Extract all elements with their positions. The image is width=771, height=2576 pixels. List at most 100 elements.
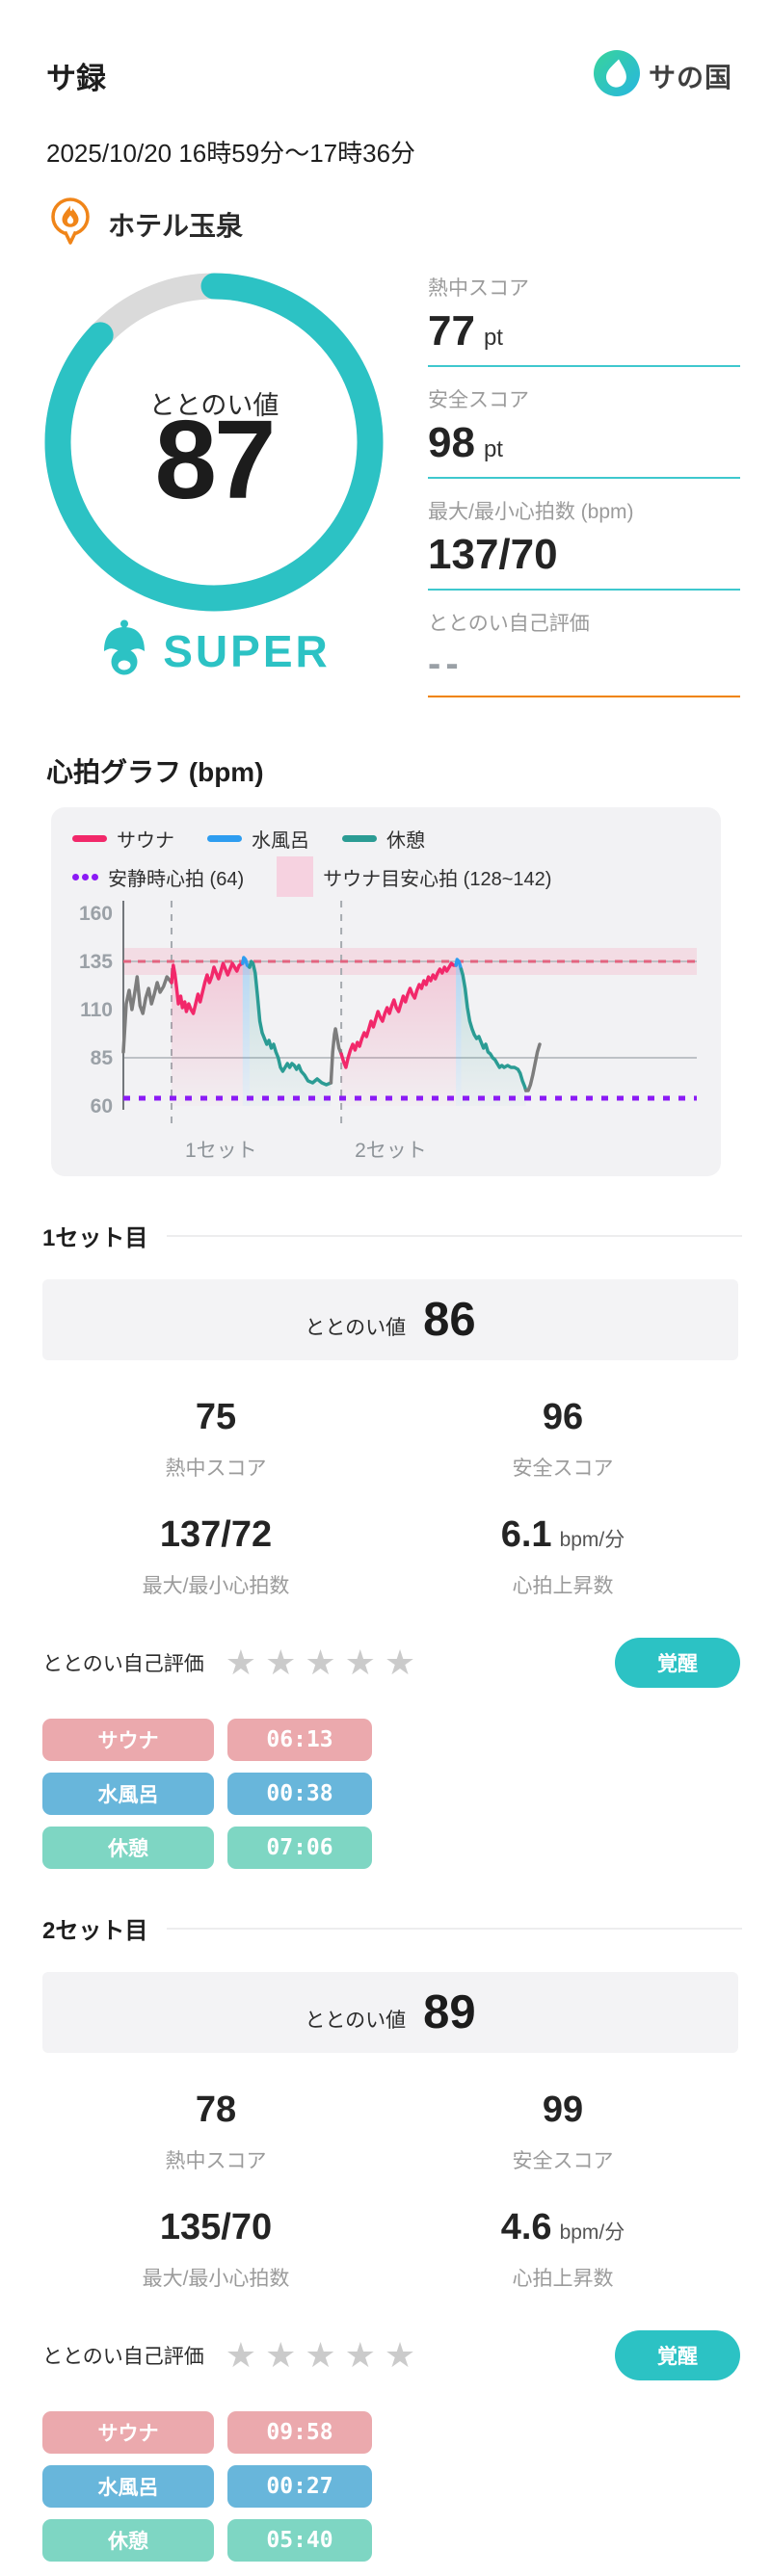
summary-section: ととのい値 87 SUPER <box>0 273 771 715</box>
heart-rate-chart-card: サウナ 水風呂 休憩 安静時心拍 (64) サウナ目安心拍 (128~142) … <box>51 807 721 1176</box>
sauna-label-pill: サウナ <box>42 2411 214 2454</box>
sauna-label-pill: サウナ <box>42 1719 214 1761</box>
set-totonoi-value: 86 <box>423 1294 476 1346</box>
legend-target-hr: サウナ目安心拍 (128~142) <box>277 856 551 897</box>
duration-row-rest: 休憩 05:40 <box>42 2519 771 2562</box>
rating-label: ととのい自己評価 <box>42 2346 204 2368</box>
heart-rate-plot: 160 135 110 85 60 1セット 2セット <box>79 901 697 1162</box>
mizuburo-time-pill: 00:27 <box>227 2465 372 2508</box>
stat-label: ととのい自己評価 <box>428 613 590 635</box>
totonoi-ring: ととのい値 87 <box>44 273 384 612</box>
set-stat-hr-rise: 6.1 bpm/分 心拍上昇数 <box>500 1514 625 1597</box>
set-section-1: 1セット目 ととのい値 86 75 熱中スコア 96 安全スコア 137/72 … <box>0 1219 771 1869</box>
sauna-time-pill: 06:13 <box>227 1719 372 1761</box>
mizuburo-label-pill: 水風呂 <box>42 1773 214 1815</box>
set-totonoi-value: 89 <box>423 1986 476 2038</box>
set-durations: サウナ 09:58 水風呂 00:27 休憩 05:40 <box>42 2411 771 2562</box>
location-pin-flame-icon <box>46 195 94 253</box>
rating-label: ととのい自己評価 <box>42 1653 204 1675</box>
sauna-line-swatch <box>72 835 107 842</box>
rest-label-pill: 休憩 <box>42 1827 214 1869</box>
set-totonoi-label: ととのい値 <box>305 2010 407 2032</box>
rest-time-pill: 05:40 <box>227 2519 372 2562</box>
stat-underline <box>428 477 740 479</box>
star-rating[interactable]: ★★★★★ <box>225 1643 425 1682</box>
duration-row-sauna: サウナ 09:58 <box>42 2411 771 2454</box>
stat-safety-score: 安全スコア 98 pt <box>428 384 740 479</box>
stat-label: 熱中スコア <box>428 277 529 300</box>
purple-dots-swatch <box>72 873 98 881</box>
location-row[interactable]: ホテル玉泉 <box>46 195 725 253</box>
stat-value: 137/70 <box>428 531 558 578</box>
set-stats-grid: 75 熱中スコア 96 安全スコア 137/72 最大/最小心拍数 6.1 bpm… <box>42 1364 736 1599</box>
rank-row: SUPER <box>44 619 384 682</box>
rest-line-swatch <box>342 835 377 842</box>
svg-text:60: 60 <box>91 1095 113 1117</box>
mizuburo-line-swatch <box>207 835 242 842</box>
totonoi-label: ととのい値 <box>148 391 279 420</box>
rest-label-pill: 休憩 <box>42 2519 214 2562</box>
stat-label: 最大/最小心拍数 (bpm) <box>428 501 634 523</box>
legend-rest: 休憩 <box>342 825 425 853</box>
mizuburo-label-pill: 水風呂 <box>42 2465 214 2508</box>
sauna-time-pill: 09:58 <box>227 2411 372 2454</box>
rank-label: SUPER <box>163 625 331 676</box>
svg-text:135: 135 <box>79 951 113 973</box>
session-datetime: 2025/10/20 16時59分〜17時36分 <box>46 139 416 168</box>
divider <box>167 1234 742 1237</box>
pink-band-swatch <box>277 856 314 897</box>
stat-max-min-hr: 最大/最小心拍数 (bpm) 137/70 <box>428 496 740 591</box>
divider <box>167 1927 742 1930</box>
totonoi-ring-progress <box>44 273 384 612</box>
set-stat-hr-rise: 4.6 bpm/分 心拍上昇数 <box>500 2207 625 2290</box>
set-stat-safety: 96 安全スコア <box>512 1397 614 1480</box>
stat-self-rating: ととのい自己評価 -- <box>428 608 740 697</box>
set-stat-safety: 99 安全スコア <box>512 2090 614 2172</box>
stat-heat-score: 熱中スコア 77 pt <box>428 273 740 367</box>
set-stat-hr: 135/70 最大/最小心拍数 <box>142 2207 290 2290</box>
svg-text:1セット: 1セット <box>185 1140 257 1162</box>
chart-heading: 心拍グラフ (bpm) <box>46 757 264 787</box>
awakening-state-button[interactable]: 覚醒 <box>615 1638 740 1688</box>
set-stat-heat: 78 熱中スコア <box>165 2090 267 2172</box>
stat-unit: pt <box>483 325 503 351</box>
header: サ録 サの国 <box>0 0 771 101</box>
stat-underline <box>428 365 740 367</box>
mizuburo-time-pill: 00:38 <box>227 1773 372 1815</box>
duration-row-sauna: サウナ 06:13 <box>42 1719 771 1761</box>
page-title: サ録 <box>46 62 106 95</box>
duration-row-rest: 休憩 07:06 <box>42 1827 771 1869</box>
chart-legend: サウナ 水風呂 休憩 安静時心拍 (64) サウナ目安心拍 (128~142) <box>51 807 721 897</box>
stat-underline <box>428 696 740 697</box>
rest-time-pill: 07:06 <box>227 1827 372 1869</box>
set-title: 1セット目 <box>42 1225 148 1251</box>
legend-sauna: サウナ <box>72 825 174 853</box>
star-rating[interactable]: ★★★★★ <box>225 2335 425 2375</box>
set-stats-grid: 78 熱中スコア 99 安全スコア 135/70 最大/最小心拍数 4.6 bpm… <box>42 2057 736 2292</box>
awakening-state-button[interactable]: 覚醒 <box>615 2330 740 2380</box>
svg-text:160: 160 <box>79 903 113 925</box>
stat-unit: pt <box>483 436 503 462</box>
duration-row-mizuburo: 水風呂 00:38 <box>42 1773 771 1815</box>
svg-text:2セット: 2セット <box>355 1140 427 1162</box>
stat-value: -- <box>428 643 464 685</box>
totonoi-gauge: ととのい値 87 SUPER <box>44 273 384 715</box>
svg-text:85: 85 <box>91 1047 114 1069</box>
svg-text:110: 110 <box>80 999 113 1021</box>
duration-row-mizuburo: 水風呂 00:27 <box>42 2465 771 2508</box>
summary-stats: 熱中スコア 77 pt 安全スコア 98 pt 最大/最小心拍数 (bpm) 137… <box>384 273 740 715</box>
stat-label: 安全スコア <box>428 389 529 411</box>
legend-resting-hr: 安静時心拍 (64) <box>72 863 244 891</box>
set-durations: サウナ 06:13 水風呂 00:38 休憩 07:06 <box>42 1719 771 1869</box>
set-totonoi-banner: ととのい値 89 <box>42 1972 738 2053</box>
brand-logo: サの国 <box>593 50 732 101</box>
set-section-2: 2セット目 ととのい値 89 78 熱中スコア 99 安全スコア 135/70 … <box>0 1911 771 2562</box>
set-stat-heat: 75 熱中スコア <box>165 1397 267 1480</box>
stat-value: 98 <box>428 419 475 466</box>
set-title: 2セット目 <box>42 1918 148 1944</box>
location-name: ホテル玉泉 <box>108 210 244 241</box>
set-totonoi-label: ととのい値 <box>305 1317 407 1339</box>
legend-mizuburo: 水風呂 <box>207 825 309 853</box>
set-totonoi-banner: ととのい値 86 <box>42 1279 738 1360</box>
